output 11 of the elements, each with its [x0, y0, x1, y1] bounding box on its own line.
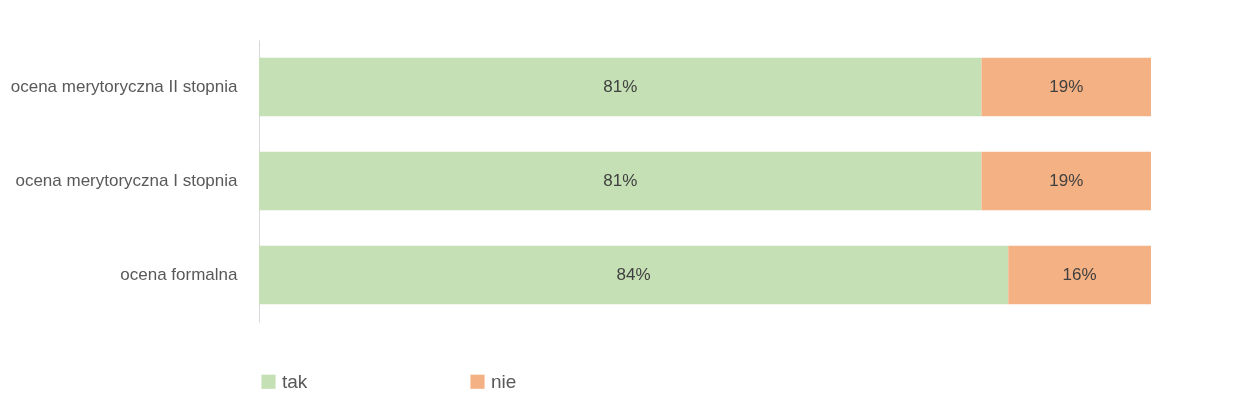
y-tick-label: ocena merytoryczna II stopnia — [10, 77, 239, 96]
data-label: 81% — [603, 77, 638, 96]
y-tick-label: ocena merytoryczna I stopnia — [15, 171, 239, 190]
data-label: 81% — [603, 171, 638, 190]
legend-label: nie — [491, 370, 517, 392]
data-label: 84% — [616, 265, 651, 284]
y-tick-label: ocena formalna — [120, 265, 239, 284]
data-label: 19% — [1049, 171, 1084, 190]
legend-label: tak — [282, 370, 308, 392]
data-label: 16% — [1062, 265, 1097, 284]
data-label: 19% — [1049, 77, 1084, 96]
